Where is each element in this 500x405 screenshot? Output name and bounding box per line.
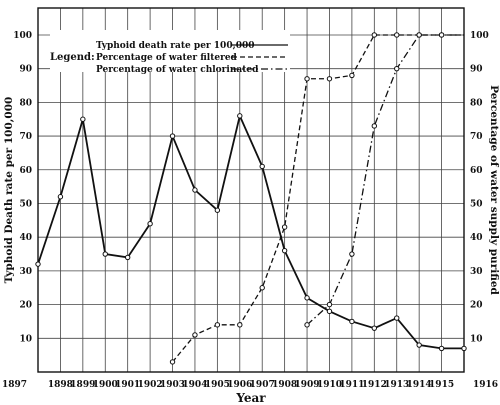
- data-point-0-4: [124, 254, 131, 261]
- data-point-2-1: [326, 301, 333, 308]
- data-point-0-9: [237, 113, 243, 119]
- y-tick-label-left: 10: [19, 334, 32, 344]
- x-tick-label: 1899: [70, 380, 95, 390]
- x-tick-label: 1898: [48, 380, 73, 390]
- y-tick-label-right: 60: [470, 166, 483, 176]
- data-point-0-17: [416, 342, 422, 348]
- data-point-1-1: [192, 332, 198, 338]
- series-line-0: [37, 113, 464, 350]
- right-tick-labels: 10 20 30 40 50 60 70 80 90 100: [470, 31, 489, 344]
- y-tick-label-right: 90: [470, 65, 483, 75]
- data-point-2-3: [371, 123, 378, 129]
- data-point-2-5: [416, 32, 422, 38]
- x-tick-label: 1902: [138, 380, 163, 390]
- plot-frame: [37, 7, 465, 373]
- x-tick-label: 1900: [93, 380, 118, 390]
- y-tick-label-left: 70: [19, 132, 32, 142]
- data-point-1-6: [304, 76, 310, 82]
- x-tick-label: 1910: [317, 380, 342, 390]
- data-point-0-11: [281, 247, 288, 254]
- data-point-1-0: [169, 359, 176, 365]
- data-point-0-1: [57, 194, 64, 200]
- data-point-1-10: [394, 32, 400, 38]
- data-point-0-3: [102, 251, 108, 257]
- y-tick-label-left: 90: [19, 65, 32, 75]
- x-tick-label: 1916: [473, 380, 498, 390]
- legend-background: [50, 30, 290, 72]
- legend-entry-label: Percentage of water filtered: [96, 53, 238, 63]
- legend-title: Legend:: [50, 52, 95, 63]
- x-tick-labels: 1897 189818991900190119021903190419051906…: [2, 380, 498, 390]
- x-tick-label: 1907: [250, 380, 275, 390]
- data-point-1-4: [259, 285, 265, 291]
- y-tick-label-right: 10: [470, 334, 483, 344]
- x-tick-label: 1897: [2, 380, 27, 390]
- data-point-0-18: [438, 345, 445, 352]
- x-tick-label: 1915: [429, 380, 454, 390]
- legend-entry-label: Typhoid death rate per 100,000: [96, 41, 255, 51]
- y-tick-label-left: 100: [13, 31, 32, 41]
- y-tick-label-right: 40: [470, 233, 483, 243]
- y-axis-label-right: Percentage of water supply purified: [488, 85, 500, 295]
- y-tick-label-right: 80: [470, 98, 483, 108]
- x-tick-label: 1904: [182, 380, 207, 390]
- data-point-0-12: [304, 295, 310, 301]
- x-tick-label: 1912: [362, 380, 387, 390]
- x-tick-label: 1901: [115, 380, 140, 390]
- data-point-0-0: [35, 261, 41, 267]
- data-point-0-19: [461, 345, 467, 352]
- legend: Legend: Typhoid death rate per 100,000 Pe…: [50, 30, 290, 75]
- series-line-1: [172, 34, 464, 363]
- series-line-2: [306, 34, 464, 326]
- data-point-0-14: [349, 318, 355, 325]
- y-tick-label-right: 20: [470, 301, 483, 311]
- x-tick-label: 1903: [160, 380, 185, 390]
- data-point-0-15: [371, 325, 378, 331]
- x-tick-label: 1905: [205, 380, 230, 390]
- y-tick-label-left: 40: [19, 233, 32, 243]
- x-tick-label: 1914: [407, 380, 432, 390]
- data-point-1-8: [349, 72, 355, 79]
- y-tick-label-right: 100: [470, 31, 489, 41]
- data-point-0-5: [147, 221, 153, 227]
- data-point-0-6: [169, 133, 176, 139]
- x-tick-label: 1913: [384, 380, 409, 390]
- y-tick-label-right: 50: [470, 199, 483, 209]
- x-tick-label: 1909: [295, 380, 320, 390]
- y-tick-label-right: 70: [470, 132, 483, 142]
- data-point-1-2: [214, 322, 221, 328]
- legend-entry-label: Percentage of water chlorinated: [96, 65, 259, 75]
- x-tick-label: 1908: [272, 380, 297, 390]
- data-point-1-9: [371, 32, 378, 38]
- data-point-0-8: [214, 207, 221, 213]
- y-tick-label-left: 30: [19, 267, 32, 277]
- data-point-2-6: [438, 32, 445, 38]
- y-tick-label-left: 60: [19, 166, 32, 176]
- y-tick-label-right: 30: [470, 267, 483, 277]
- y-tick-label-left: 80: [19, 98, 32, 108]
- y-tick-label-left: 20: [19, 301, 32, 311]
- y-tick-label-left: 50: [19, 199, 32, 209]
- y-axis-label-left: Typhoid Death rate per 100,000: [3, 97, 15, 284]
- data-point-1-5: [281, 224, 288, 230]
- data-point-2-0: [304, 322, 310, 328]
- x-tick-label: 1911: [339, 380, 364, 390]
- x-tick-label: 1906: [227, 380, 252, 390]
- left-tick-labels: 10 20 30 40 50 60 70 80 90 100: [13, 31, 32, 344]
- data-point-0-13: [326, 308, 333, 315]
- x-axis-label: Year: [235, 391, 266, 405]
- data-point-2-2: [349, 251, 355, 257]
- data-point-0-2: [80, 116, 86, 122]
- data-point-2-4: [394, 65, 400, 72]
- data-point-1-7: [326, 76, 333, 82]
- data-point-0-16: [394, 315, 400, 321]
- data-point-1-3: [237, 322, 243, 328]
- data-point-0-7: [192, 187, 198, 193]
- data-point-0-10: [259, 163, 265, 170]
- legend-entries: Typhoid death rate per 100,000 Percentage…: [96, 41, 288, 75]
- series-layer: [35, 32, 467, 365]
